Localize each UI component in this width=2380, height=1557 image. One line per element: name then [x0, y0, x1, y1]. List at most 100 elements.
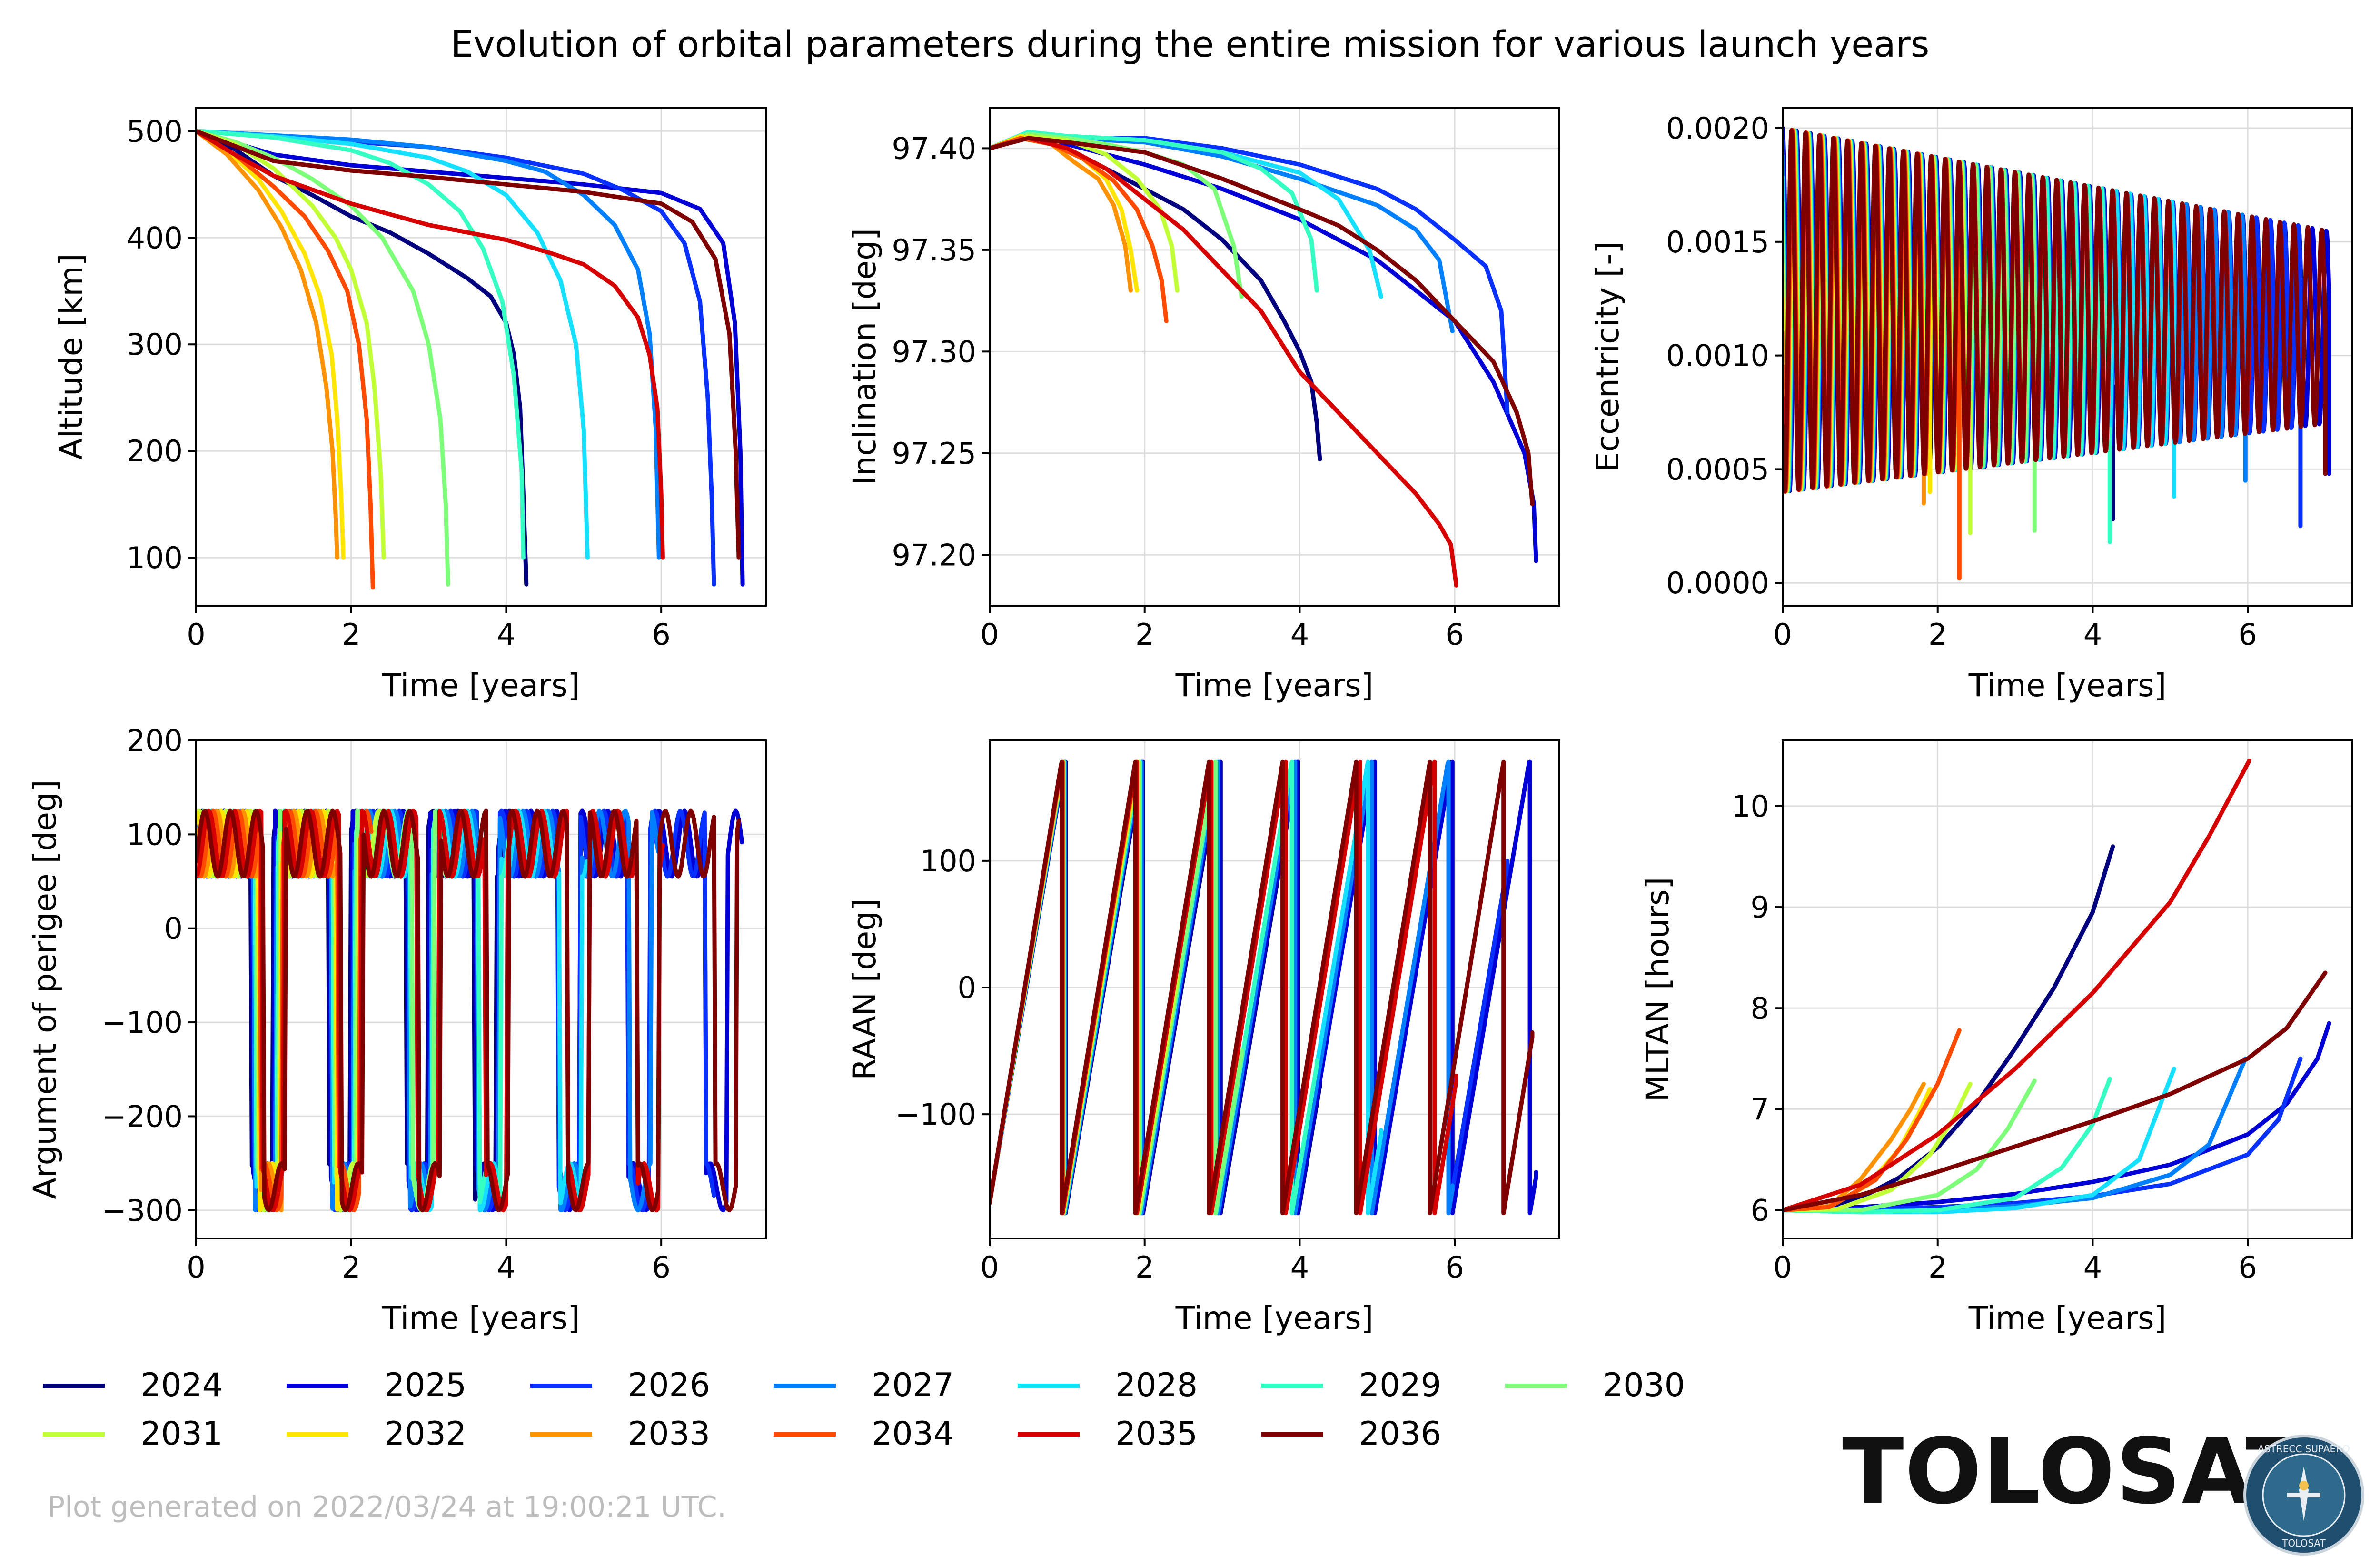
legend-label: 2034 — [872, 1415, 954, 1453]
series-2036 — [990, 759, 1535, 1216]
y-tick-label: 6 — [1751, 1193, 1769, 1228]
y-axis-label: Eccentricity [-] — [1589, 241, 1626, 472]
series-2025 — [990, 134, 1538, 563]
x-tick-label: 4 — [2083, 1250, 2102, 1285]
x-tick-label: 4 — [1290, 617, 1309, 652]
y-tick-label: 10 — [1732, 789, 1769, 824]
x-tick-label: 2 — [1928, 1250, 1947, 1285]
subplot-6: 0 2 4 6 6 7 8 9 10 Time [years] MLTAN [hours] — [1639, 739, 2353, 1337]
x-tick-label: 2 — [342, 1250, 360, 1285]
legend-swatch — [1505, 1384, 1567, 1388]
y-tick-label: 7 — [1751, 1092, 1769, 1127]
series-2028 — [990, 130, 1383, 299]
series-2036 — [196, 129, 741, 560]
x-axis-label: Time [years] — [1968, 1300, 2167, 1337]
legend-swatch — [530, 1384, 592, 1388]
y-tick-label: 97.40 — [892, 131, 977, 166]
y-tick-label: −100 — [895, 1097, 976, 1132]
x-tick-label: 2 — [1135, 617, 1154, 652]
series-2035 — [1783, 758, 2251, 1213]
series-2034 — [1783, 1028, 1962, 1213]
legend-swatch — [287, 1432, 348, 1437]
x-tick-label: 2 — [342, 617, 360, 652]
legend-swatch — [774, 1384, 836, 1388]
x-tick-label: 0 — [980, 1250, 999, 1285]
legend-swatch — [1261, 1432, 1323, 1437]
x-axis-label: Time [years] — [382, 1300, 580, 1337]
series-2033 — [196, 129, 339, 560]
series-2036 — [990, 136, 1535, 506]
x-tick-label: 2 — [1928, 617, 1947, 652]
plot-area — [1783, 126, 2331, 581]
series-2030 — [1783, 1078, 2037, 1213]
x-tick-label: 6 — [1445, 1250, 1464, 1285]
y-tick-label: 0.0010 — [1666, 339, 1769, 373]
x-tick-label: 2 — [1135, 1250, 1154, 1285]
brand-wordmark: TOLOSAT — [1842, 1419, 2309, 1524]
y-tick-label: −300 — [102, 1193, 183, 1228]
series-2036 — [1783, 128, 2328, 493]
y-tick-label: 100 — [127, 540, 183, 575]
subplot-2: 0 2 4 6 97.20 97.25 97.30 97.35 97.40 Time [years… — [846, 107, 1560, 704]
y-tick-label: 100 — [127, 817, 183, 852]
x-tick-label: 4 — [497, 1250, 516, 1285]
x-axis-label: Time [years] — [1968, 667, 2167, 704]
legend-label: 2030 — [1603, 1367, 1686, 1404]
y-tick-label: −200 — [102, 1099, 183, 1134]
series-2032 — [196, 129, 346, 560]
x-tick-label: 6 — [652, 1250, 670, 1285]
y-axis-label: Inclination [deg] — [846, 228, 883, 485]
legend-label: 2024 — [140, 1367, 223, 1404]
x-axis-label: Time [years] — [1175, 1300, 1374, 1337]
y-tick-label: 97.20 — [892, 538, 977, 572]
legend-swatch — [43, 1432, 105, 1437]
y-axis-label: Argument of perigee [deg] — [27, 780, 63, 1199]
series-2024 — [1783, 844, 2115, 1213]
y-tick-label: 0.0000 — [1666, 566, 1769, 600]
legend-label: 2029 — [1359, 1367, 1442, 1404]
y-tick-label: 8 — [1751, 991, 1769, 1026]
y-tick-label: 0.0020 — [1666, 111, 1769, 146]
y-axis-label: MLTAN [hours] — [1639, 877, 1676, 1102]
axes-frame — [195, 739, 767, 1239]
tolosat-logo-icon: ASTRECC SUPAERO TOLOSAT — [2243, 1435, 2364, 1556]
x-tick-label: 4 — [2083, 617, 2102, 652]
legend-label: 2026 — [628, 1367, 711, 1404]
series-2034 — [196, 129, 375, 590]
legend-label: 2032 — [384, 1415, 467, 1453]
axes-frame — [195, 107, 767, 607]
legend-swatch — [774, 1432, 836, 1437]
legend-label: 2035 — [1115, 1415, 1198, 1453]
series-2031 — [196, 129, 386, 560]
y-tick-label: −100 — [102, 1005, 183, 1040]
logo-text-top: ASTRECC SUPAERO — [2258, 1443, 2350, 1455]
y-axis-label: RAAN [deg] — [846, 898, 883, 1080]
subplot-4: 0 2 4 6 −300 −200 −100 0 100 200 Time [years] Argum… — [27, 723, 767, 1337]
x-tick-label: 0 — [187, 1250, 205, 1285]
x-tick-label: 4 — [1290, 1250, 1309, 1285]
plot-area — [990, 759, 1538, 1216]
plot-area — [196, 808, 744, 1213]
legend-swatch — [1018, 1384, 1080, 1388]
legend-swatch — [1261, 1384, 1323, 1388]
series-2029 — [196, 129, 526, 560]
y-tick-label: 0 — [164, 911, 183, 946]
y-tick-label: 97.30 — [892, 334, 977, 369]
logo-text-bottom: TOLOSAT — [2281, 1537, 2326, 1549]
axes-frame — [1782, 107, 2353, 607]
legend-swatch — [530, 1432, 592, 1437]
y-tick-label: 0 — [958, 970, 976, 1005]
y-tick-label: 9 — [1751, 890, 1769, 925]
subplot-1: 0 2 4 6 100 200 300 400 500 Time [years] Altitude … — [53, 107, 767, 704]
y-tick-label: 0.0015 — [1666, 225, 1769, 260]
x-tick-label: 0 — [1773, 1250, 1792, 1285]
x-tick-label: 0 — [980, 617, 999, 652]
y-tick-label: 500 — [127, 114, 183, 149]
legend-swatch — [287, 1384, 348, 1388]
series-2035 — [990, 136, 1458, 588]
series-2035 — [196, 129, 665, 560]
series-2026 — [990, 130, 1510, 415]
x-axis-label: Time [years] — [1175, 667, 1374, 704]
legend-label: 2036 — [1359, 1415, 1442, 1453]
